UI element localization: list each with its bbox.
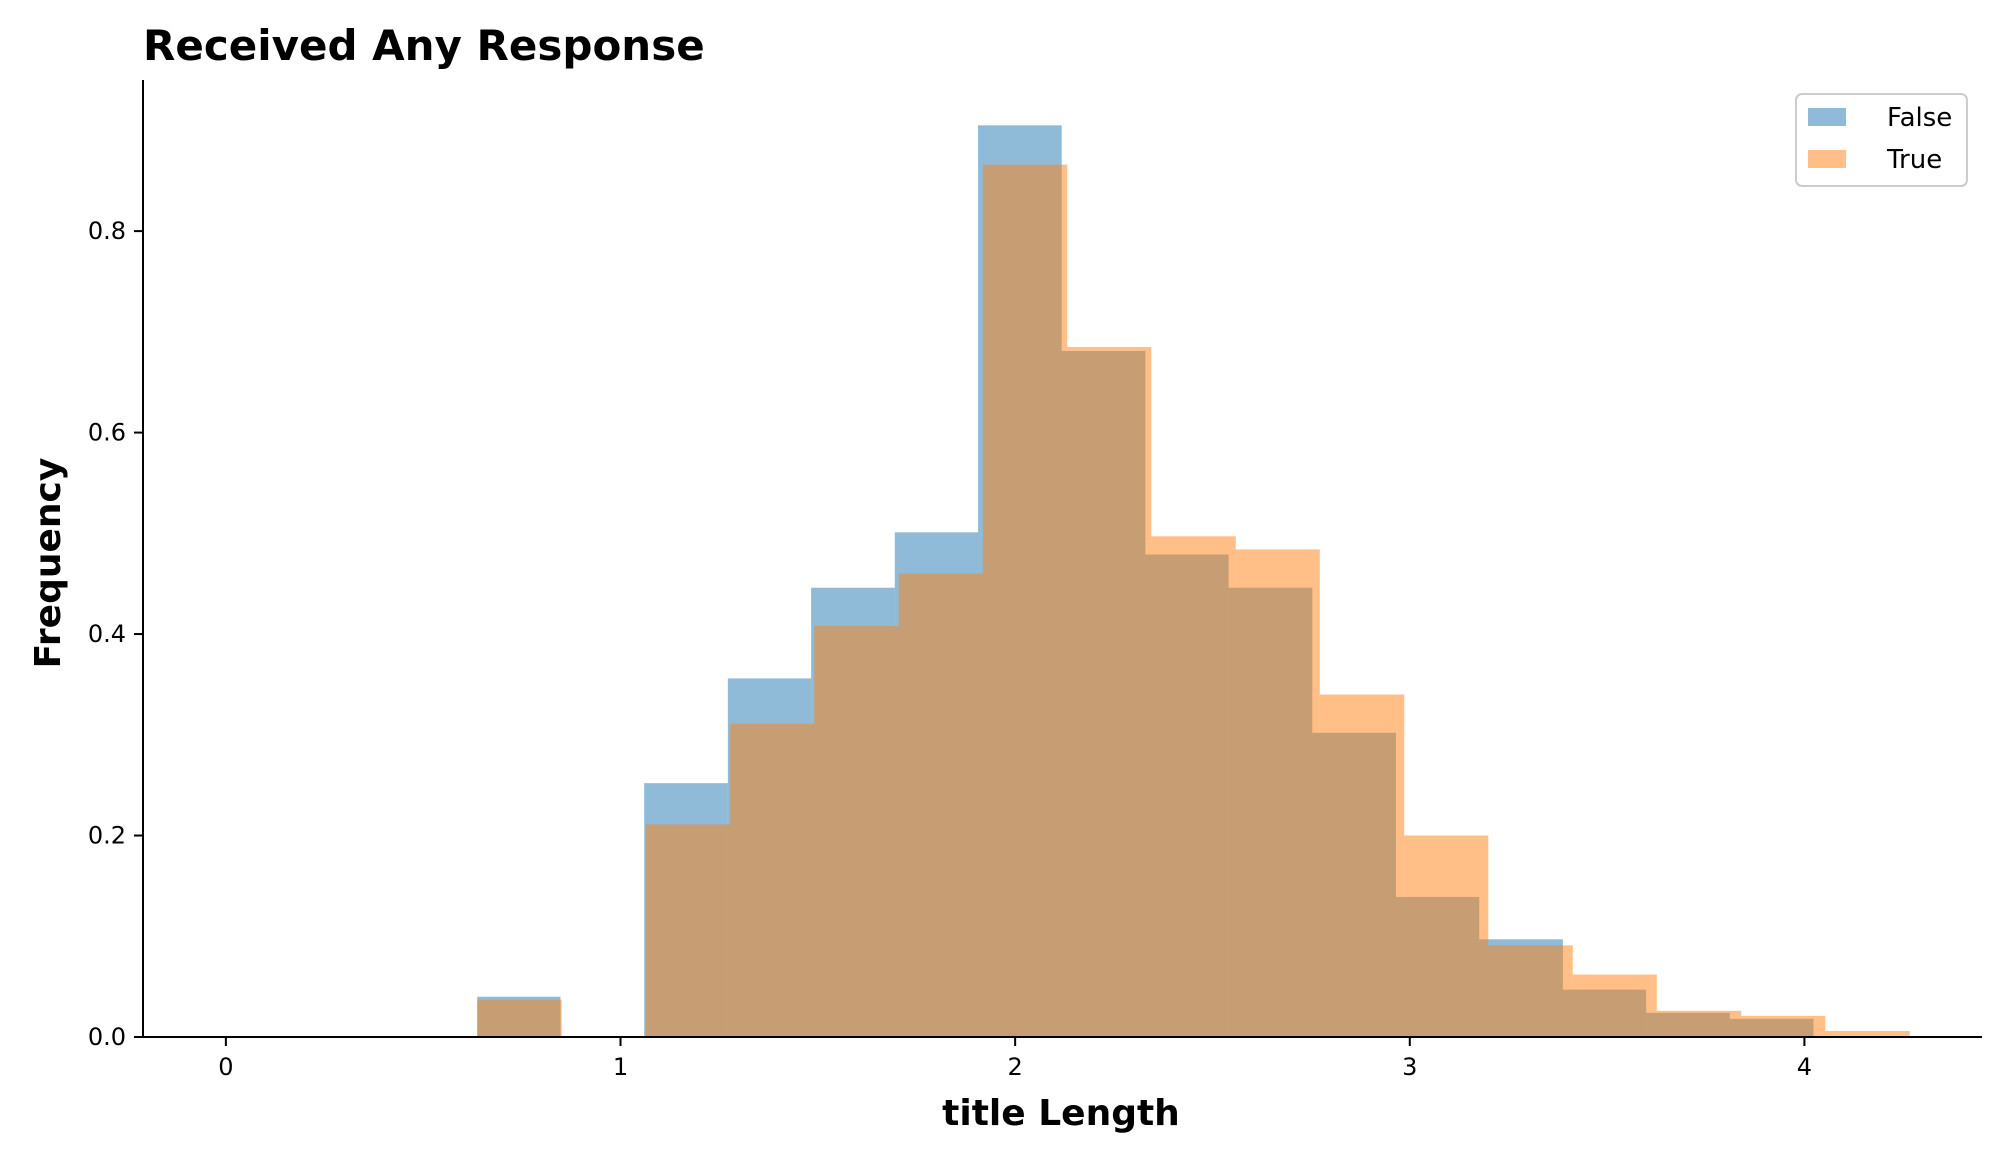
x-tick-label-1: 1 [613,1053,628,1081]
legend-swatch-false [1808,108,1846,126]
bar-true-12 [1488,945,1573,1037]
y-tick-label-1: 0.2 [88,822,126,850]
bar-true-9 [1235,549,1320,1037]
bar-true-6 [982,164,1068,1037]
x-tick-label-3: 3 [1402,1053,1417,1081]
bar-true-7 [1067,346,1152,1037]
y-tick-label-2: 0.4 [88,620,126,648]
y-tick-label-3: 0.6 [88,419,126,447]
bar-true-13 [1572,974,1657,1037]
y-axis-label: Frequency [28,458,69,669]
legend: False True [1795,93,1968,187]
legend-label-false: False [1887,103,1952,133]
bar-true-14 [1656,1010,1742,1037]
bar-true-8 [1151,536,1236,1037]
bar-true-5 [898,573,983,1037]
bar-true-15 [1741,1015,1826,1037]
legend-label-true: True [1886,145,1942,175]
bar-true-16 [1825,1030,1910,1037]
bar-true-2 [645,824,731,1037]
x-tick-label-0: 0 [218,1053,233,1081]
bar-true-10 [1319,694,1405,1037]
x-tick-label-2: 2 [1008,1053,1023,1081]
y-tick-label-4: 0.8 [88,217,126,245]
legend-swatch-true [1808,150,1846,168]
x-axis-label: title Length [942,1093,1180,1134]
x-tick-label-4: 4 [1797,1053,1812,1081]
bar-true-3 [730,723,815,1037]
bar-true-11 [1404,835,1489,1037]
bar-true-0 [477,999,562,1037]
y-tick-label-0: 0.0 [88,1023,126,1051]
chart-title: Received Any Response [143,21,705,70]
y-ticks-group: 0.0 0.2 0.4 0.6 0.8 [88,217,143,1051]
bars-group [477,125,1910,1037]
x-ticks-group: 0 1 2 3 4 [218,1037,1812,1081]
bar-true-4 [814,625,899,1037]
